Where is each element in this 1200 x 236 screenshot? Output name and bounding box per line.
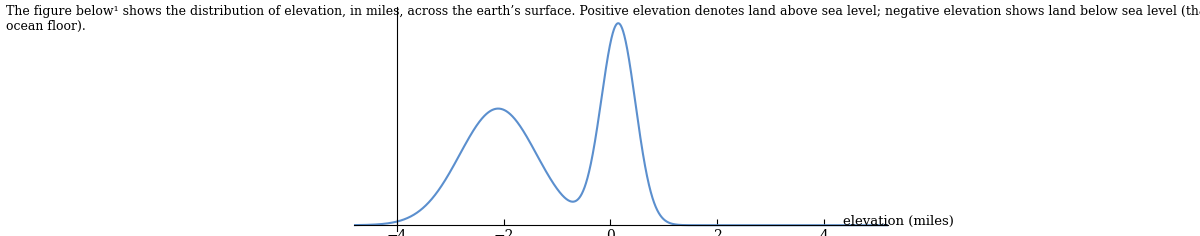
Text: elevation (miles): elevation (miles) <box>842 215 954 228</box>
Text: The figure below¹ shows the distribution of elevation, in miles, across the eart: The figure below¹ shows the distribution… <box>6 5 1200 33</box>
